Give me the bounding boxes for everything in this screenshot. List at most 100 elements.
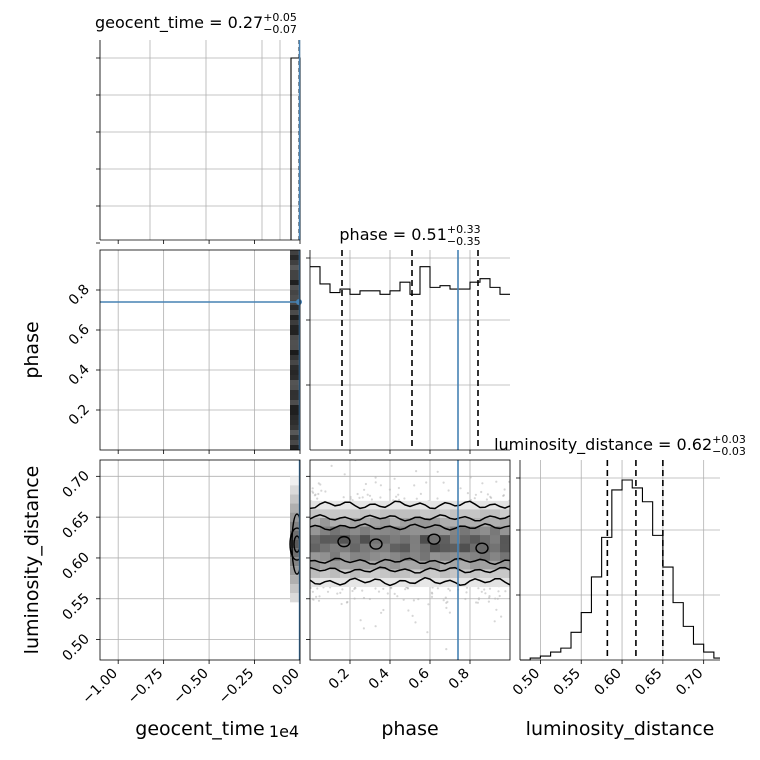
density-cell [390,535,401,545]
density-cell [320,543,331,553]
density-cell [470,526,481,536]
scatter-point [444,596,447,599]
density-cell [290,420,299,425]
scatter-point [361,496,364,499]
scatter-point [477,597,481,600]
density-cell [290,405,299,410]
density-cell [360,569,371,579]
x-tick-label: 0.8 [446,666,473,693]
density-cell [310,517,321,528]
density-cell [410,535,421,545]
scatter-point [370,498,373,501]
density-cell [290,275,299,280]
density-cell [400,577,411,588]
density-cell [500,517,510,528]
scatter-point [494,597,497,600]
density-cell [470,535,481,545]
scatter-point [382,587,385,590]
x-tick-label: 0.2 [326,666,353,693]
density-cell [340,517,351,528]
contour-line [310,500,510,510]
density-cell [390,577,401,588]
density-cell [460,543,471,553]
density-cell [490,535,501,545]
scatter-point [503,488,506,491]
scatter-point [336,592,339,595]
scatter-point [448,589,452,592]
density-cell [390,543,401,553]
scatter-point [368,494,372,497]
density-cell [460,500,471,510]
density-cell [370,560,381,570]
scatter-point [382,608,385,612]
density-cell [360,552,371,562]
density-cell [430,526,441,536]
scatter-point [312,598,315,601]
density-cell [400,526,411,536]
scatter-point [476,601,479,604]
density-cell [500,535,510,545]
density-cell [490,552,501,562]
density-cell [440,569,451,579]
density-cell [290,305,299,310]
scatter-point [356,492,359,496]
scatter-point [340,602,343,606]
density-cell [310,569,321,579]
x-tick-label: 0.65 [632,666,665,699]
scatter-point [374,625,377,628]
density-cell [290,494,300,504]
scatter-point [311,487,314,490]
scatter-point [447,587,450,591]
y-tick-label: 0.60 [59,549,92,582]
density-cell [320,552,331,562]
phase-vs-geocent-time-density [290,250,299,450]
scatter-point [495,608,498,611]
density-cell [490,517,501,528]
density-cell [430,535,441,545]
density-cell [290,285,299,290]
title-upper-error: +0.03 [712,433,746,446]
density-cell [390,569,401,579]
density-cell [440,577,451,588]
density-cell [390,500,401,510]
density-cell [430,560,441,570]
scatter-point [419,492,422,495]
scatter-point [475,601,478,604]
title-value: phase = 0.51 [339,225,446,244]
scatter-point [508,480,510,483]
density-cell [290,584,300,594]
density-cell [480,535,491,545]
scatter-point [415,497,418,500]
density-cell [450,543,461,553]
y-tick-label: 0.4 [66,361,93,388]
scatter-point [316,497,319,500]
density-cell [400,552,411,562]
density-cell [290,476,300,486]
density-cell [290,548,300,558]
density-cell [450,535,461,545]
scatter-point [377,590,381,593]
density-cell [340,509,351,519]
density-cell [290,270,299,275]
scatter-point [484,592,487,595]
scatter-point [362,627,365,630]
scatter-point [459,487,462,490]
density-cell [290,315,299,320]
density-cell [380,552,391,562]
y-tick-label: 0.55 [59,590,92,623]
scatter-point [446,600,449,604]
distance-vs-phase-frame [309,459,511,661]
scatter-point [488,595,491,598]
density-cell [470,509,481,519]
density-cell [430,552,441,562]
density-cell [360,526,371,536]
scatter-point [343,473,346,476]
density-cell [290,255,299,260]
scatter-point [477,587,480,590]
geocent-time-hist-background [100,40,300,240]
contour-line [475,542,489,554]
title-lower-error: −0.03 [712,445,746,458]
density-cell [380,517,391,528]
scatter-point [427,603,430,606]
density-cell [490,577,501,588]
